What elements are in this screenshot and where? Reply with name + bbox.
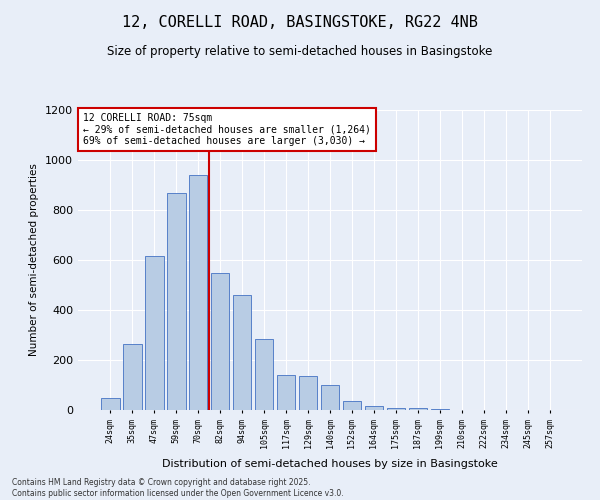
Bar (299, 376, 317, 410)
Bar (431, 409, 449, 410)
Bar (233, 295, 251, 410)
Text: Size of property relative to semi-detached houses in Basingstoke: Size of property relative to semi-detach… (107, 45, 493, 58)
Bar (255, 339, 274, 410)
Bar (123, 344, 142, 410)
Bar (145, 256, 164, 410)
Bar (365, 406, 383, 410)
X-axis label: Distribution of semi-detached houses by size in Basingstoke: Distribution of semi-detached houses by … (162, 459, 498, 469)
Text: 12, CORELLI ROAD, BASINGSTOKE, RG22 4NB: 12, CORELLI ROAD, BASINGSTOKE, RG22 4NB (122, 15, 478, 30)
Bar (343, 401, 361, 410)
Bar (211, 272, 229, 410)
Y-axis label: Number of semi-detached properties: Number of semi-detached properties (29, 164, 40, 356)
Bar (409, 408, 427, 410)
Bar (386, 408, 405, 410)
Bar (277, 375, 295, 410)
Bar (189, 175, 208, 410)
Bar (320, 385, 340, 410)
Text: 12 CORELLI ROAD: 75sqm
← 29% of semi-detached houses are smaller (1,264)
69% of : 12 CORELLI ROAD: 75sqm ← 29% of semi-det… (83, 113, 371, 146)
Bar (101, 398, 119, 410)
Text: Contains HM Land Registry data © Crown copyright and database right 2025.
Contai: Contains HM Land Registry data © Crown c… (12, 478, 344, 498)
Bar (167, 192, 185, 410)
